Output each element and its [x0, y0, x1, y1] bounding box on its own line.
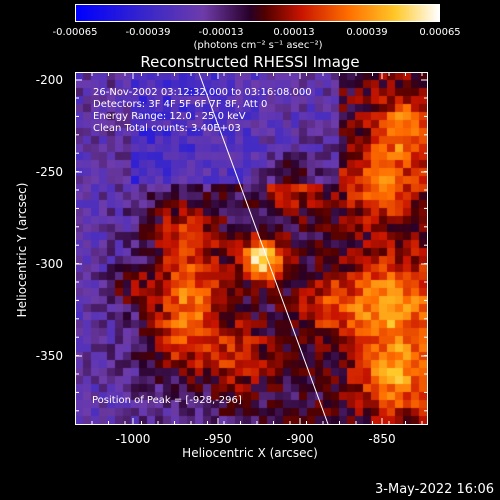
limb-overlay — [198, 73, 329, 424]
y-tick-label: -350 — [35, 349, 63, 363]
datestamp: 3-May-2022 16:06 — [375, 482, 494, 497]
time-range-text: 26-Nov-2002 03:12:32.000 to 03:16:08.000 — [93, 87, 312, 98]
x-tick-label: -1000 — [115, 432, 151, 446]
image-title: Reconstructed RHESSI Image — [140, 53, 360, 71]
image-plot: 26-Nov-2002 03:12:32.000 to 03:16:08.000… — [75, 72, 428, 425]
energy-range-text: Energy Range: 12.0 - 25.0 keV — [93, 111, 246, 122]
x-tick-label: -950 — [204, 432, 232, 446]
colorbar-tick: -0.00013 — [198, 27, 244, 38]
x-tick-label: -900 — [286, 432, 314, 446]
colorbar-tick: 0.00065 — [419, 27, 461, 38]
detectors-text: Detectors: 3F 4F 5F 6F 7F 8F, Att 0 — [93, 99, 268, 110]
colorbar-tick: -0.00039 — [125, 27, 171, 38]
colorbar-units: (photons cm⁻² s⁻¹ asec⁻²) — [193, 40, 323, 51]
clean-counts-text: Clean Total counts: 3.40E+03 — [93, 123, 241, 134]
flux-map — [76, 73, 427, 424]
colorbar-tick: -0.00065 — [52, 27, 98, 38]
x-axis-label: Heliocentric X (arcsec) — [182, 446, 318, 460]
solar-limb-line — [198, 73, 329, 424]
x-tick-label: -850 — [368, 432, 396, 446]
y-tick-label: -250 — [35, 165, 63, 179]
colorbar-tick: 0.00039 — [346, 27, 388, 38]
peak-position-text: Position of Peak = [-928,-296] — [92, 395, 242, 406]
y-tick-label: -200 — [35, 73, 63, 87]
colorbar — [75, 4, 440, 22]
colorbar-tick: 0.00013 — [273, 27, 315, 38]
y-tick-label: -300 — [35, 257, 63, 271]
